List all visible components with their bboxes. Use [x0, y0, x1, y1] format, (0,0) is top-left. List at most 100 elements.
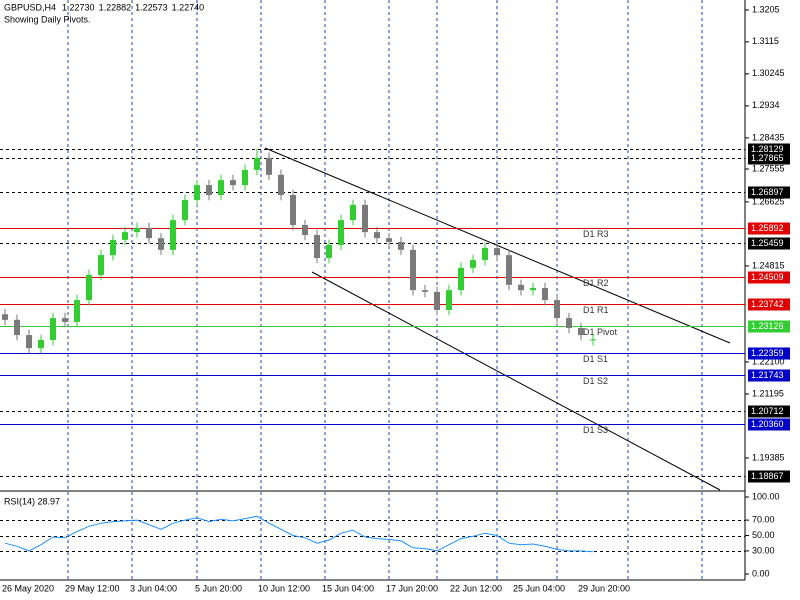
level-label: 1.21743	[751, 370, 784, 380]
pivot-name: D1 R2	[583, 278, 609, 288]
quote-value: 1.22730	[62, 2, 95, 12]
candle-body	[194, 185, 200, 200]
rsi-tick-label: 50.00	[752, 530, 775, 540]
candle-body	[134, 227, 140, 233]
candle-body	[2, 314, 8, 320]
candle-body	[542, 288, 548, 301]
rsi-tick-label: 30.00	[752, 545, 775, 555]
candle-body	[482, 248, 488, 261]
x-tick-label: 29 May 12:00	[65, 583, 120, 593]
level-label: 1.28129	[751, 144, 784, 154]
level-label-box	[748, 271, 790, 284]
candle-body	[422, 290, 428, 292]
candle-body	[170, 220, 176, 250]
x-tick-label: 15 Jun 04:00	[322, 583, 374, 593]
level-label-box	[748, 298, 790, 311]
y-tick-label: 1.19385	[752, 452, 785, 462]
candle-body	[530, 288, 536, 291]
pivot-name: D1 S1	[583, 354, 608, 364]
candle-body	[302, 225, 308, 235]
level-label-box	[748, 237, 790, 250]
candle-body	[566, 318, 572, 328]
level-label-box	[748, 418, 790, 431]
candle-body	[278, 174, 284, 196]
candle-body	[590, 339, 596, 341]
candle-body	[86, 274, 92, 301]
subtitle: Showing Daily Pivots.	[4, 14, 91, 24]
candle-body	[26, 335, 32, 349]
y-tick-label: 1.27555	[752, 163, 785, 173]
candle-body	[470, 260, 476, 268]
candle-body	[506, 255, 512, 285]
x-tick-label: 3 Jun 04:00	[130, 583, 177, 593]
y-tick-label: 1.2934	[752, 100, 780, 110]
candle-body	[122, 232, 128, 240]
candle-body	[110, 239, 116, 256]
rsi-tick-label: 100.00	[752, 491, 780, 501]
candle-body	[350, 204, 356, 221]
candle-body	[398, 242, 404, 250]
y-tick-label: 1.3115	[752, 36, 779, 46]
quote-value: 1.22882	[99, 2, 132, 12]
candle-body	[182, 199, 188, 221]
candle-body	[62, 318, 68, 322]
candle-body	[50, 318, 56, 341]
candle-body	[518, 284, 524, 291]
candle-body	[38, 340, 44, 349]
channel-line	[311, 271, 721, 491]
y-tick-label: 1.24815	[752, 260, 785, 270]
level-label-box	[748, 405, 790, 418]
rsi-line	[4, 515, 594, 553]
candle-body	[494, 248, 500, 256]
candle-body	[98, 255, 104, 275]
candle-body	[458, 267, 464, 291]
candle-body	[242, 169, 248, 186]
candle-body	[14, 319, 20, 336]
candle-body	[386, 238, 392, 243]
candle-body	[254, 157, 260, 170]
x-tick-label: 17 Jun 20:00	[386, 583, 438, 593]
level-label: 1.26897	[751, 187, 784, 197]
candle-body	[578, 327, 584, 336]
level-label-box	[748, 152, 790, 165]
quote-value: 1.22573	[135, 2, 168, 12]
candle-body	[314, 234, 320, 258]
x-tick-label: 22 Jun 12:00	[450, 583, 502, 593]
pivot-name: D1 S2	[583, 376, 608, 386]
quote-value: 1.22740	[172, 2, 205, 12]
level-label-box	[748, 222, 790, 235]
y-tick-label: 1.30245	[752, 68, 785, 78]
candle-body	[374, 232, 380, 239]
pivot-name: D1 Pivot	[583, 327, 618, 337]
candle-body	[266, 157, 272, 175]
candle-body	[158, 238, 164, 250]
x-tick-label: 10 Jun 12:00	[258, 583, 310, 593]
x-tick-label: 26 May 2020	[2, 583, 54, 593]
level-label: 1.18867	[751, 471, 784, 481]
x-tick-label: 25 Jun 04:00	[513, 583, 565, 593]
x-tick-label: 5 Jun 20:00	[195, 583, 242, 593]
candle-body	[410, 249, 416, 291]
y-tick-label: 1.26625	[752, 196, 785, 206]
level-label: 1.24509	[751, 272, 784, 282]
y-tick-label: 1.22100	[752, 356, 785, 366]
pivot-name: D1 R3	[583, 229, 609, 239]
y-tick-label: 1.3205	[752, 4, 780, 14]
level-label: 1.25892	[751, 223, 784, 233]
candle-body	[230, 180, 236, 186]
candle-body	[206, 185, 212, 196]
candle-body	[290, 195, 296, 226]
candle-body	[326, 244, 332, 258]
pivot-name: D1 R1	[583, 305, 609, 315]
level-label: 1.23742	[751, 299, 784, 309]
level-label-box	[748, 347, 790, 360]
level-label: 1.22359	[751, 348, 784, 358]
y-tick-label: 1.21195	[752, 388, 784, 398]
candle-body	[146, 227, 152, 239]
level-label-box	[748, 320, 790, 333]
x-tick-label: 29 Jun 20:00	[578, 583, 630, 593]
candle-body	[74, 300, 80, 322]
